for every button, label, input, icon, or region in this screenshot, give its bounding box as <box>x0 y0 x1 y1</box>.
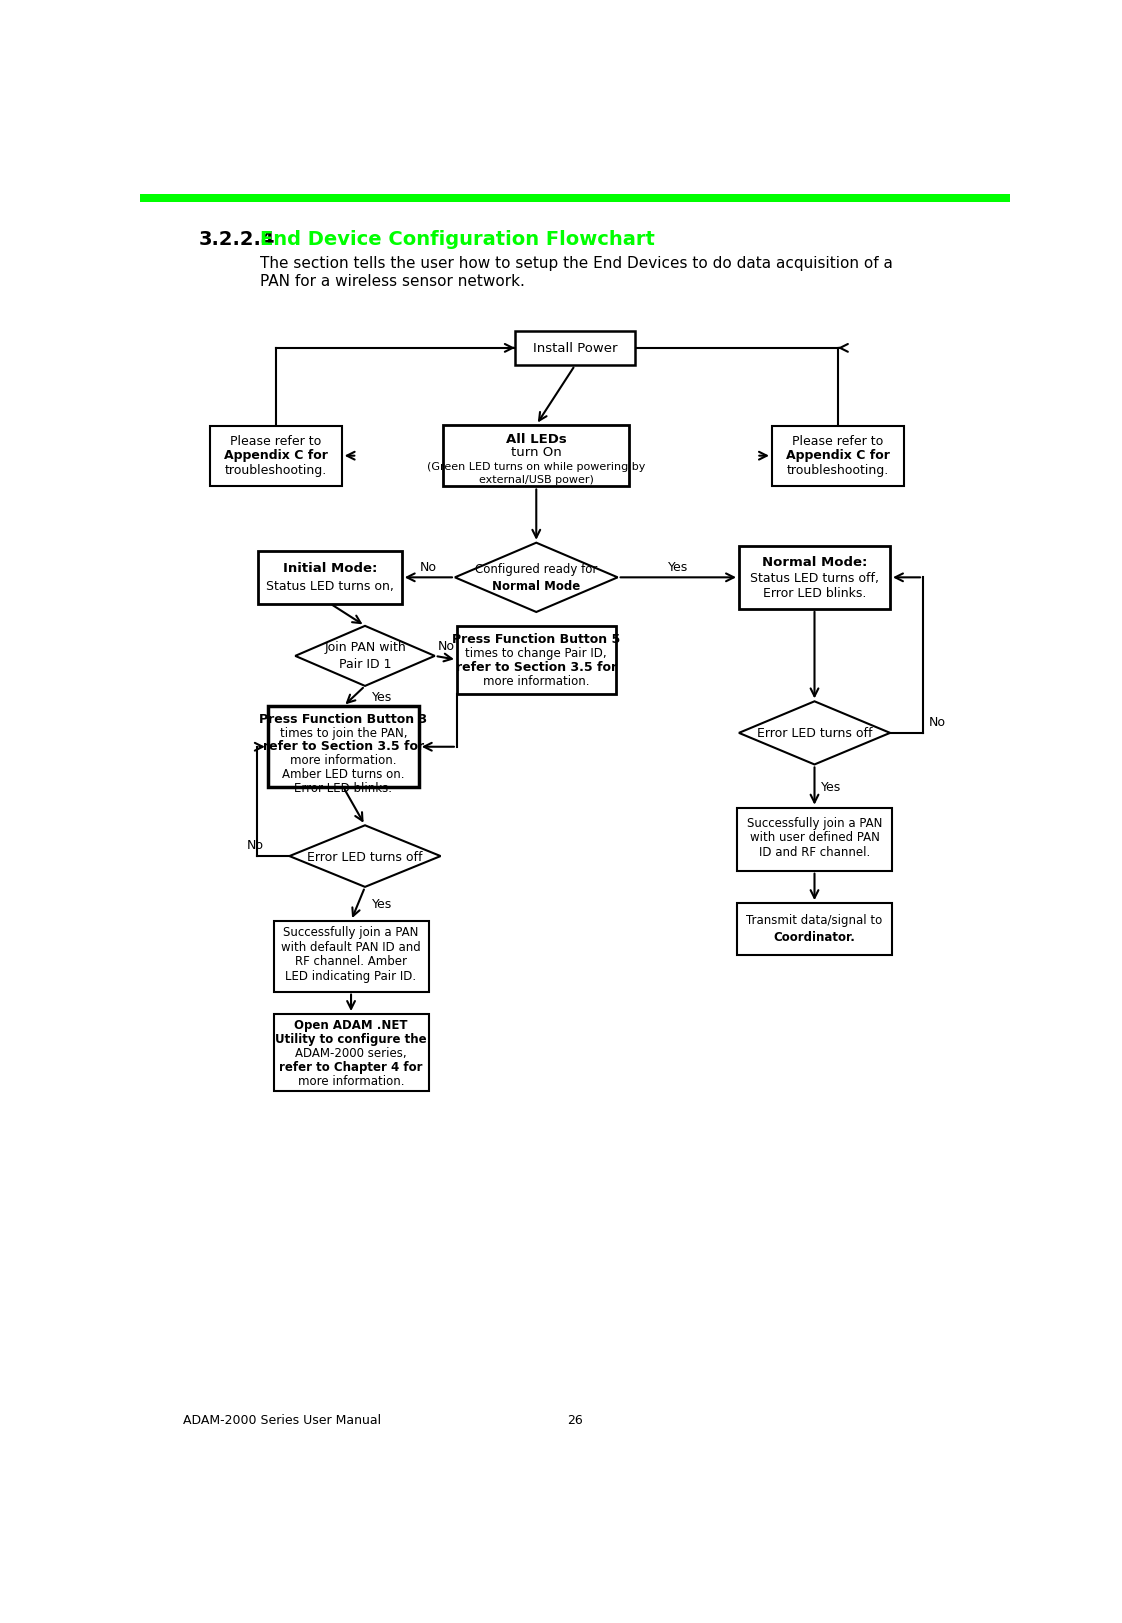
Bar <box>737 904 892 956</box>
Text: Amber LED turns on.: Amber LED turns on. <box>282 768 405 781</box>
Bar <box>274 1014 429 1091</box>
Text: No: No <box>420 560 436 573</box>
Text: RF channel. Amber: RF channel. Amber <box>295 954 407 967</box>
Bar <box>739 547 890 610</box>
Text: troubleshooting.: troubleshooting. <box>224 464 327 477</box>
Text: Normal Mode:: Normal Mode: <box>762 557 867 570</box>
Bar <box>515 331 635 365</box>
Bar <box>268 708 419 787</box>
Text: Error LED turns off: Error LED turns off <box>756 727 872 740</box>
Polygon shape <box>295 626 434 687</box>
Text: LED indicating Pair ID.: LED indicating Pair ID. <box>285 969 416 982</box>
Text: Please refer to: Please refer to <box>230 435 322 448</box>
Text: Press Function Button 3: Press Function Button 3 <box>259 712 427 725</box>
Text: Configured ready for: Configured ready for <box>475 562 597 575</box>
Text: Status LED turns off,: Status LED turns off, <box>749 571 879 584</box>
Text: (Green LED turns on while powering by: (Green LED turns on while powering by <box>427 463 645 472</box>
Text: refer to Section 3.5 for: refer to Section 3.5 for <box>456 661 617 674</box>
Text: ADAM-2000 series,: ADAM-2000 series, <box>295 1047 407 1060</box>
Text: Error LED blinks.: Error LED blinks. <box>294 782 393 795</box>
Text: Please refer to: Please refer to <box>792 435 883 448</box>
Text: Normal Mode: Normal Mode <box>493 579 580 592</box>
Text: Successfully join a PAN: Successfully join a PAN <box>284 925 419 938</box>
Text: with user defined PAN: with user defined PAN <box>749 831 880 844</box>
Bar <box>210 427 342 487</box>
Text: End Device Configuration Flowchart: End Device Configuration Flowchart <box>260 229 655 248</box>
Text: Appendix C for: Appendix C for <box>785 448 890 461</box>
Text: 3.2.2.4: 3.2.2.4 <box>199 229 275 248</box>
Text: Initial Mode:: Initial Mode: <box>283 562 377 575</box>
Bar <box>457 626 616 695</box>
Text: PAN for a wireless sensor network.: PAN for a wireless sensor network. <box>260 274 525 289</box>
Text: more information.: more information. <box>291 753 396 766</box>
Text: Coordinator.: Coordinator. <box>773 932 855 945</box>
Bar <box>772 427 903 487</box>
Text: refer to Chapter 4 for: refer to Chapter 4 for <box>279 1060 423 1073</box>
Text: No: No <box>438 639 454 652</box>
Text: turn On: turn On <box>511 446 562 459</box>
Text: No: No <box>247 839 264 852</box>
Text: Appendix C for: Appendix C for <box>224 448 328 461</box>
Text: ID and RF channel.: ID and RF channel. <box>758 846 871 859</box>
Text: Open ADAM .NET: Open ADAM .NET <box>294 1019 407 1032</box>
Text: Pair ID 1: Pair ID 1 <box>339 657 392 670</box>
Text: 26: 26 <box>567 1414 583 1427</box>
Text: Error LED blinks.: Error LED blinks. <box>763 588 866 601</box>
Text: with default PAN ID and: with default PAN ID and <box>282 940 421 953</box>
Text: Successfully join a PAN: Successfully join a PAN <box>747 816 882 829</box>
Bar <box>443 425 629 487</box>
Text: times to change Pair ID,: times to change Pair ID, <box>466 648 607 661</box>
Text: Yes: Yes <box>669 560 689 573</box>
Text: Status LED turns on,: Status LED turns on, <box>266 579 394 592</box>
Text: Press Function Button 5: Press Function Button 5 <box>452 633 620 646</box>
Text: Transmit data/signal to: Transmit data/signal to <box>746 914 883 927</box>
Text: All LEDs: All LEDs <box>506 433 567 446</box>
Text: Error LED turns off: Error LED turns off <box>307 850 423 863</box>
Text: No: No <box>928 716 946 729</box>
Text: external/USB power): external/USB power) <box>479 474 594 485</box>
Text: ADAM-2000 Series User Manual: ADAM-2000 Series User Manual <box>183 1414 381 1427</box>
Bar <box>737 808 892 872</box>
Text: refer to Section 3.5 for: refer to Section 3.5 for <box>263 740 424 753</box>
Text: Join PAN with: Join PAN with <box>324 641 406 654</box>
Text: Yes: Yes <box>371 690 393 703</box>
Polygon shape <box>289 826 441 888</box>
Text: more information.: more information. <box>297 1074 404 1087</box>
Polygon shape <box>739 701 890 764</box>
Text: Yes: Yes <box>371 898 393 911</box>
Text: more information.: more information. <box>484 675 589 688</box>
Text: Yes: Yes <box>821 781 842 794</box>
Bar <box>274 922 429 992</box>
Bar <box>258 552 402 604</box>
Text: Utility to configure the: Utility to configure the <box>275 1032 426 1045</box>
Text: troubleshooting.: troubleshooting. <box>787 464 889 477</box>
Text: Install Power: Install Power <box>533 342 617 355</box>
Bar <box>140 195 1010 203</box>
Polygon shape <box>454 544 617 612</box>
Text: times to join the PAN,: times to join the PAN, <box>279 725 407 738</box>
Text: The section tells the user how to setup the End Devices to do data acquisition o: The section tells the user how to setup … <box>260 256 893 271</box>
